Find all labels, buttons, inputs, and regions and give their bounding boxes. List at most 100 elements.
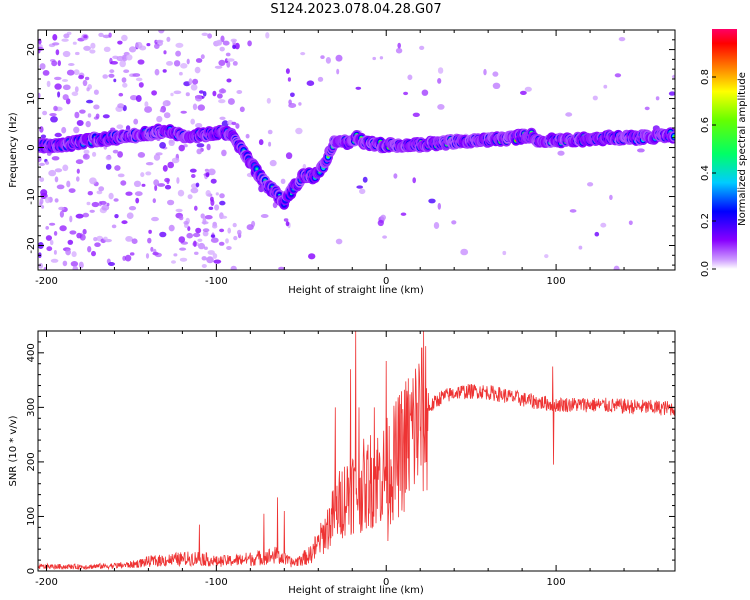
- spectrogram-noise-cell: [54, 132, 62, 138]
- spectrogram-noise-cell: [214, 204, 220, 211]
- spectrogram-noise-cell: [108, 32, 112, 38]
- x-tick-label: 100: [547, 577, 566, 588]
- spectrogram-noise-cell: [121, 77, 127, 83]
- spectrogram-noise-cell: [207, 168, 216, 176]
- spectrogram-noise-cell: [82, 228, 87, 235]
- spectrogram-noise-cell: [412, 112, 420, 118]
- spectrogram-noise-cell: [93, 104, 100, 110]
- spectrogram-noise-cell: [186, 232, 193, 239]
- y-tick-label: 300: [26, 398, 37, 417]
- spectrogram-noise-cell: [163, 112, 171, 119]
- spectrogram-noise-cell: [336, 68, 340, 75]
- spectrogram-noise-cell: [96, 190, 103, 195]
- spectrogram-noise-cell: [151, 216, 159, 222]
- spectrogram-noise-cell: [194, 251, 199, 255]
- spectrogram-noise-cell: [141, 183, 146, 187]
- spectrogram-noise-cell: [54, 76, 62, 81]
- y-tick-label: 20: [26, 43, 37, 56]
- y-tick-label: 10: [26, 92, 37, 105]
- spectrogram-noise-cell: [65, 248, 71, 256]
- spectrogram-noise-cell: [492, 71, 499, 77]
- spectrogram-noise-cell: [609, 194, 613, 200]
- spectrogram-noise-cell: [39, 162, 45, 166]
- spectrogram-noise-cell: [163, 50, 167, 55]
- spectrogram-noise-cell: [198, 90, 204, 94]
- spectrogram-noise-cell: [671, 74, 675, 79]
- y-tick-label: -20: [26, 237, 37, 253]
- spectrogram-noise-cell: [237, 229, 242, 236]
- spectrogram-noise-cell: [121, 220, 128, 225]
- spectrogram-noise-cell: [217, 93, 223, 99]
- spectrogram-noise-cell: [437, 104, 445, 110]
- spectrogram-noise-cell: [95, 113, 100, 119]
- spectrogram-noise-cell: [272, 202, 278, 209]
- spectrogram-noise-cell: [419, 45, 425, 51]
- spectrogram-noise-cell: [412, 177, 417, 184]
- spectrogram-noise-cell: [335, 54, 343, 62]
- spectrogram-noise-cell: [192, 232, 201, 238]
- spectrogram-noise-cell: [132, 73, 141, 77]
- spectrogram-noise-cell: [71, 91, 79, 97]
- spectrogram-noise-cell: [592, 95, 598, 101]
- spectrogram-noise-cell: [285, 68, 290, 74]
- spectrogram-noise-cell: [628, 220, 633, 226]
- spectrogram-noise-cell: [206, 143, 211, 151]
- spectrogram-noise-cell: [155, 39, 164, 43]
- spectrogram-noise-cell: [206, 256, 214, 264]
- spectrogram-noise-cell: [407, 74, 413, 81]
- spectrogram-noise-cell: [167, 161, 174, 169]
- spectrogram-noise-cell: [73, 69, 80, 76]
- spectrogram-noise-cell: [285, 221, 290, 227]
- spectrogram-noise-cell: [187, 226, 191, 232]
- spectrogram-noise-cell: [53, 250, 57, 255]
- spectrogram-noise-cell: [48, 169, 57, 177]
- spectrogram-noise-cell: [40, 134, 47, 139]
- spectrogram-noise-cell: [655, 96, 660, 101]
- spectrogram-noise-cell: [183, 220, 189, 225]
- spectrogram-noise-cell: [66, 180, 71, 188]
- spectrogram-noise-cell: [210, 237, 219, 243]
- spectrogram-noise-cell: [433, 222, 440, 229]
- spectrogram-noise-cell: [108, 262, 115, 266]
- spectrogram-noise-cell: [195, 227, 202, 234]
- spectrogram-noise-cell: [109, 69, 115, 74]
- spectrogram-noise-cell: [187, 194, 193, 200]
- spectrogram-noise-cell: [524, 86, 532, 92]
- spectrogram-noise-cell: [83, 45, 91, 51]
- spectrogram-noise-cell: [219, 46, 225, 52]
- spectrogram-noise-cell: [190, 84, 198, 91]
- spectrogram-noise-cell: [173, 253, 178, 257]
- spectrogram-noise-cell: [393, 173, 398, 179]
- spectrogram-noise-cell: [101, 204, 110, 211]
- spectrogram-noise-cell: [119, 60, 126, 68]
- spectrogram-noise-cell: [129, 252, 135, 256]
- spectrogram-noise-cell: [159, 142, 167, 149]
- spectrogram-noise-cell: [362, 176, 368, 183]
- spectrogram-noise-cell: [71, 251, 77, 258]
- spectrogram-noise-cell: [200, 213, 205, 219]
- spectrogram-noise-cell: [372, 56, 377, 61]
- spectrogram-noise-cell: [290, 92, 295, 98]
- spectrogram-noise-cell: [204, 215, 213, 220]
- snr-x-label: Height of straight line (km): [288, 585, 424, 596]
- spectrogram-noise-cell: [114, 214, 119, 219]
- spectrogram-noise-cell: [162, 69, 167, 73]
- spectrogram-noise-cell: [94, 242, 101, 247]
- spectrogram-noise-cell: [335, 238, 343, 245]
- spectrogram-noise-cell: [126, 212, 134, 219]
- spectrogram-noise-cell: [232, 222, 237, 228]
- spectrogram-noise-cell: [133, 180, 142, 187]
- spectrogram-noise-cell: [167, 199, 175, 206]
- spectrogram-noise-cell: [179, 215, 184, 221]
- colorbar-tick-label: 0.0: [700, 261, 711, 277]
- spectrogram-noise-cell: [258, 139, 264, 146]
- spectrogram-noise-cell: [116, 124, 124, 129]
- spectrogram-noise-cell: [154, 184, 158, 191]
- spectrogram-noise-cell: [195, 123, 203, 128]
- spectrogram-noise-cell: [54, 168, 63, 173]
- spectrogram-noise-cell: [198, 242, 205, 250]
- spectrogram-frame: [37, 29, 676, 271]
- spectrogram-noise-cell: [176, 177, 180, 184]
- spectrogram-noise-cell: [197, 238, 203, 242]
